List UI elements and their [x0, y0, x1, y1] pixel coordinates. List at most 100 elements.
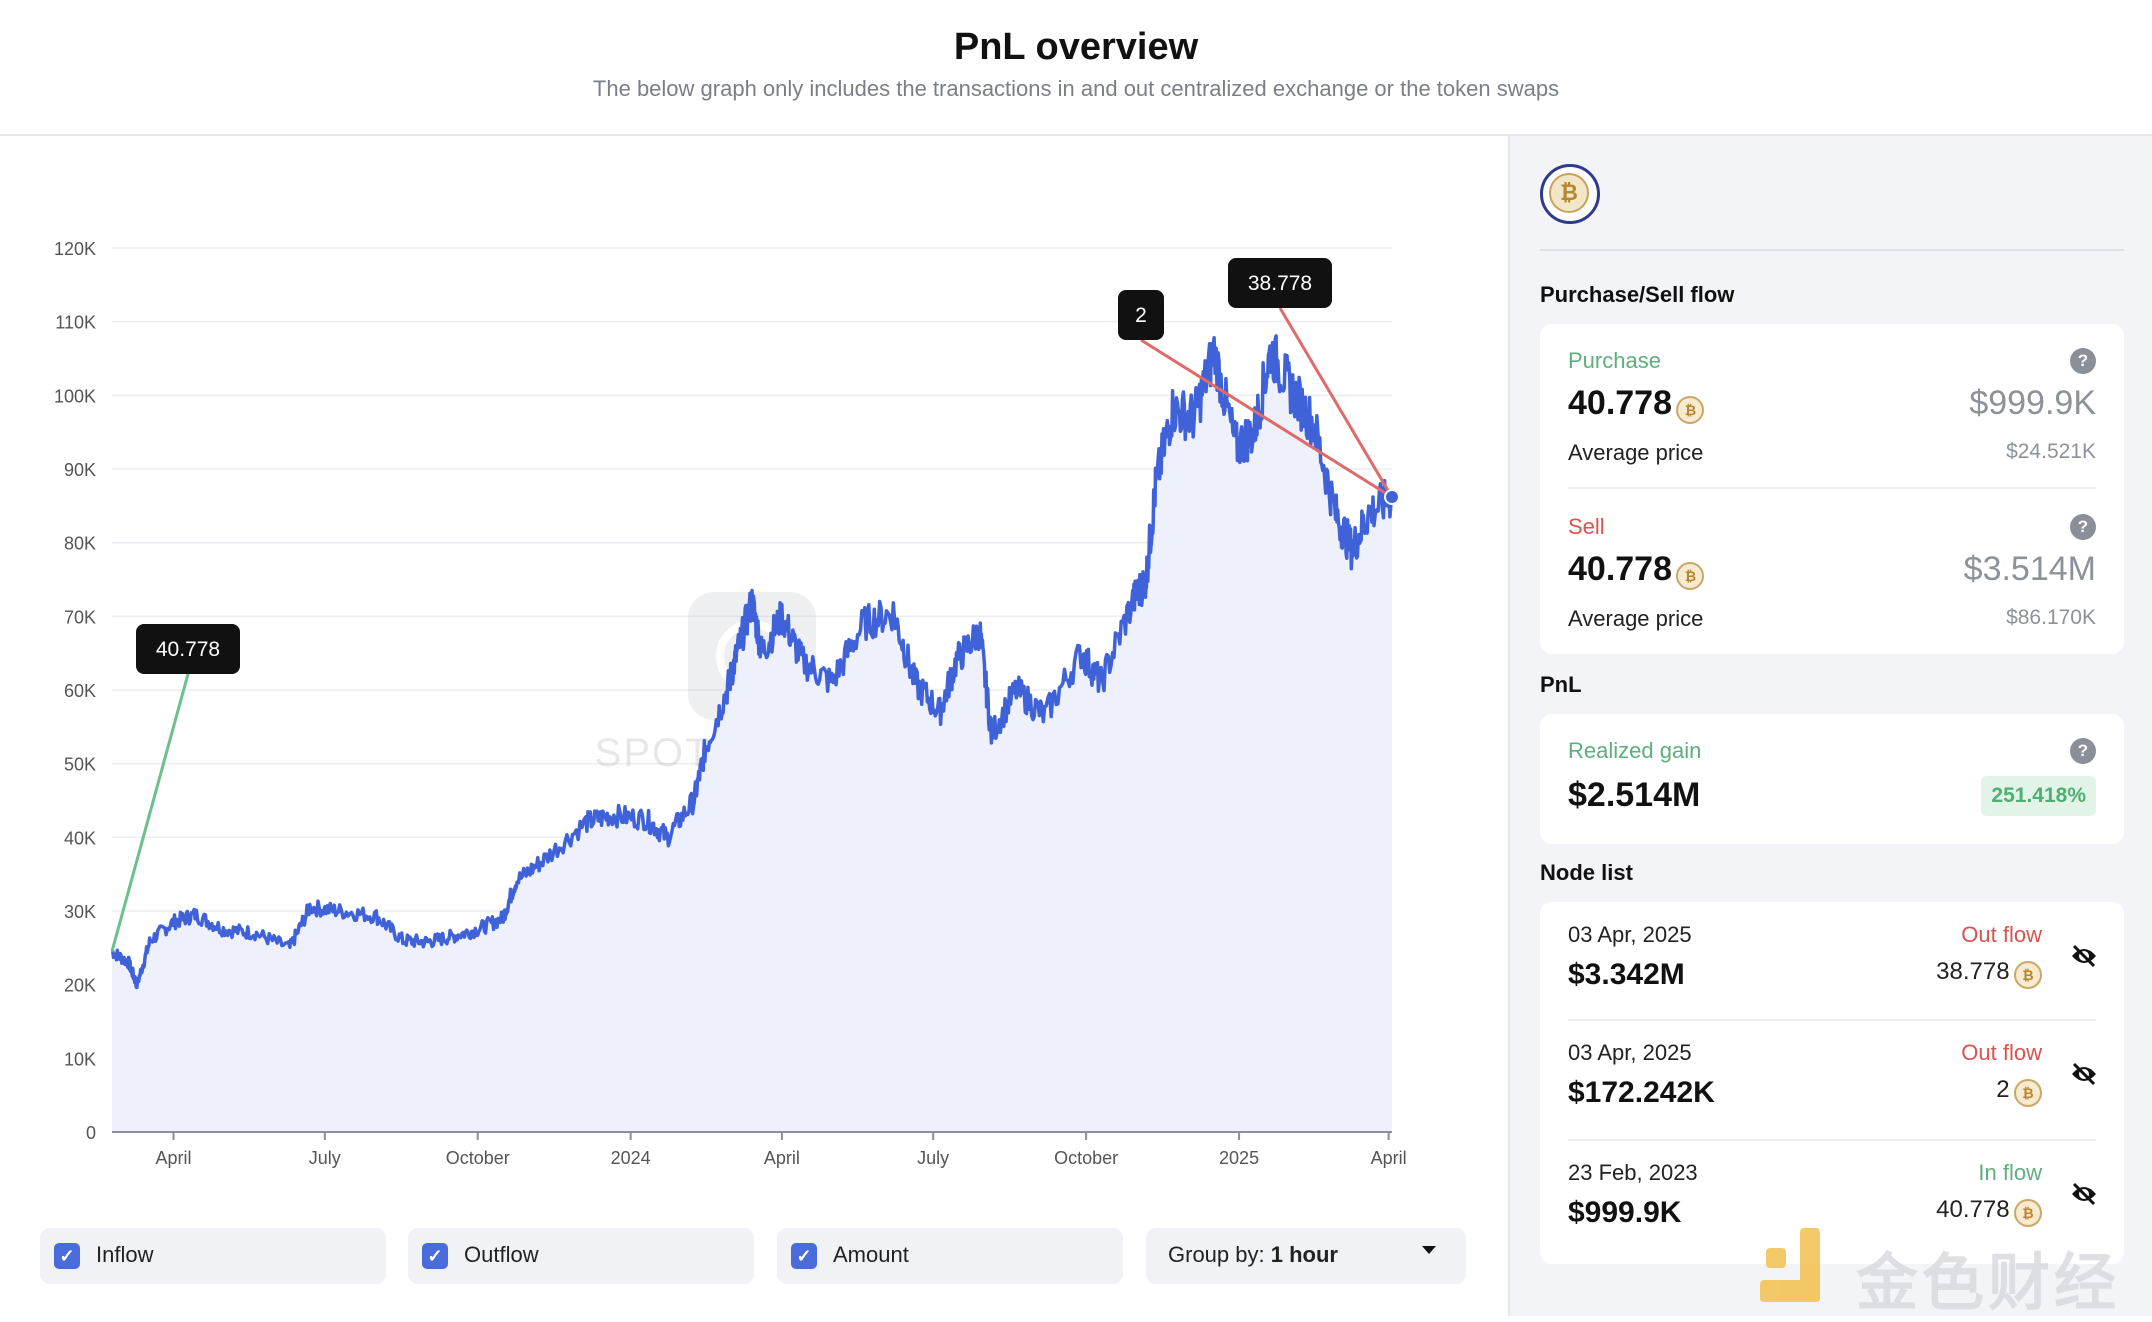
divider [1568, 1019, 2096, 1021]
divider [1568, 1139, 2096, 1141]
purchase-label: Purchase [1568, 348, 1661, 373]
legend-inflow[interactable]: ✓ Inflow [40, 1228, 386, 1284]
legend-outflow[interactable]: ✓ Outflow [408, 1228, 754, 1284]
y-tick-label: 0 [86, 1123, 96, 1143]
realized-gain-label: Realized gain [1568, 738, 1702, 763]
purchase-avg-label: Average price [1568, 440, 1704, 465]
bitcoin-icon: ₿ [1676, 395, 1705, 424]
x-tick-label: April [764, 1148, 800, 1168]
x-tick-label: 2024 [611, 1148, 651, 1168]
x-tick-label: 2025 [1219, 1148, 1259, 1168]
pnl-card: Realized gain ? $2.514M 251.418% [1540, 714, 2124, 844]
node-flow: Out flow [1961, 1040, 2042, 1065]
sell-amount: 40.778 [1568, 550, 1672, 588]
legend-amount[interactable]: ✓ Amount [777, 1228, 1123, 1284]
node-date: 03 Apr, 2025 [1568, 1040, 1692, 1065]
sell-avg-label: Average price [1568, 606, 1704, 631]
annotation-box [1228, 258, 1332, 308]
logo-mark [1756, 1228, 1836, 1308]
jinse-watermark-logo: 金色财经 [1756, 1222, 2146, 1319]
y-tick-label: 10K [64, 1049, 96, 1069]
purchase-usd: $999.9K [1969, 384, 2096, 422]
bitcoin-icon: ₿ [2014, 1078, 2042, 1107]
caret-down-icon [1422, 1246, 1436, 1254]
page-header: PnL overview The below graph only includ… [0, 0, 2152, 136]
node-value: $999.9K [1568, 1196, 1682, 1229]
legend-outflow-label: Outflow [464, 1242, 539, 1267]
annotation-label: 38.778 [1248, 272, 1312, 295]
divider [1568, 487, 2096, 489]
sidebar: ₿ Purchase/Sell flow Purchase ? 40.778 ₿… [1508, 136, 2152, 1316]
bitcoin-symbol: ₿ [1549, 173, 1589, 213]
check-icon[interactable]: ✓ [422, 1243, 448, 1269]
pnl-section-title: PnL [1540, 672, 1582, 697]
node-item[interactable]: 23 Feb, 2023 $999.9K In flow 40.778 ₿ [1540, 1142, 2124, 1260]
purchase-amount: 40.778 [1568, 384, 1672, 422]
annotation-box [1118, 290, 1164, 340]
node-amount: 40.778 [1936, 1196, 2010, 1223]
page-subtitle: The below graph only includes the transa… [592, 76, 1560, 101]
node-item[interactable]: 03 Apr, 2025 $3.342M Out flow 38.778 ₿ [1540, 902, 2124, 1021]
y-tick-label: 120K [54, 239, 96, 259]
y-tick-label: 80K [64, 534, 96, 554]
x-axis-ticks: April July October 2024 April July October 2025… [155, 1132, 1407, 1168]
amount-line [111, 334, 1394, 990]
sell-avg-value: $86.170K [2006, 606, 2096, 629]
bitcoin-icon: ₿ [2014, 1198, 2042, 1227]
node-amount: 38.778 [1936, 958, 2010, 985]
y-tick-label: 70K [64, 607, 96, 627]
y-tick-label: 30K [64, 902, 96, 922]
annotation-label: 40.778 [156, 638, 220, 661]
x-tick-label: April [155, 1148, 191, 1168]
purchase-avg-value: $24.521K [2006, 440, 2096, 463]
purchase-sell-card: Purchase ? 40.778 ₿ $999.9K Average pric… [1540, 324, 2124, 654]
x-tick-label: July [917, 1148, 949, 1168]
help-icon[interactable]: ? [2070, 348, 2096, 374]
eye-off-icon[interactable] [2070, 1182, 2098, 1211]
y-axis-ticks: 0 10K 20K 30K 40K 50K 60K 70K 80K 90K 100K 110K 120K [54, 239, 96, 1143]
y-tick-label: 50K [64, 755, 96, 775]
eye-off-icon[interactable] [2070, 1062, 2098, 1091]
node-flow: In flow [1978, 1160, 2042, 1185]
help-icon[interactable]: ? [2070, 738, 2096, 764]
y-tick-label: 90K [64, 460, 96, 480]
sell-usd: $3.514M [1963, 550, 2096, 588]
annotation-connector [1140, 338, 1393, 499]
group-by-value: 1 hour [1270, 1242, 1338, 1267]
help-icon[interactable]: ? [2070, 514, 2096, 540]
y-tick-label: 100K [54, 386, 96, 406]
pnl-chart: 0 10K 20K 30K 40K 50K 60K 70K 80K 90K 100K 110K 120K… [54, 239, 1407, 1168]
group-by-select[interactable]: Group by: 1 hour [1146, 1228, 1466, 1284]
y-tick-label: 40K [64, 828, 96, 848]
node-amount: 2 [1996, 1076, 2010, 1103]
flow-annotations: 40.778 2 38.778 [110, 258, 1400, 952]
legend-inflow-label: Inflow [96, 1242, 154, 1267]
eye-off-icon[interactable] [2070, 944, 2098, 974]
annotation-connector [110, 673, 190, 952]
node-item[interactable]: 03 Apr, 2025 $172.242K Out flow 2 ₿ [1540, 1022, 2124, 1141]
annotation-connector [1278, 307, 1394, 498]
watermark-text: 金色财经 [1856, 1246, 2121, 1319]
x-tick-label: October [446, 1148, 510, 1168]
annotation-label: 2 [1135, 304, 1147, 327]
divider [1540, 249, 2124, 251]
bitcoin-coin-icon[interactable]: ₿ [1540, 164, 1600, 224]
page-title: PnL overview [953, 26, 1199, 68]
y-tick-label: 60K [64, 681, 96, 701]
check-icon[interactable]: ✓ [54, 1243, 80, 1269]
current-point-marker [1384, 488, 1400, 505]
check-icon[interactable]: ✓ [791, 1243, 817, 1269]
node-flow: Out flow [1961, 922, 2042, 947]
annotation-box [136, 624, 240, 674]
node-list-card: 03 Apr, 2025 $3.342M Out flow 38.778 ₿ 0… [1540, 902, 2124, 1264]
bitcoin-icon: ₿ [2014, 960, 2042, 989]
sell-label: Sell [1568, 514, 1605, 539]
chart-panel: 0 10K 20K 30K 40K 50K 60K 70K 80K 90K 100K 110K 120K… [0, 136, 1508, 1316]
y-tick-label: 20K [64, 976, 96, 996]
flow-section-title: Purchase/Sell flow [1540, 282, 1735, 307]
group-by-label: Group by: [1168, 1242, 1265, 1267]
x-tick-label: October [1054, 1148, 1118, 1168]
node-value: $172.242K [1568, 1076, 1715, 1109]
y-tick-label: 110K [55, 313, 96, 333]
x-tick-label: April [1371, 1148, 1407, 1168]
